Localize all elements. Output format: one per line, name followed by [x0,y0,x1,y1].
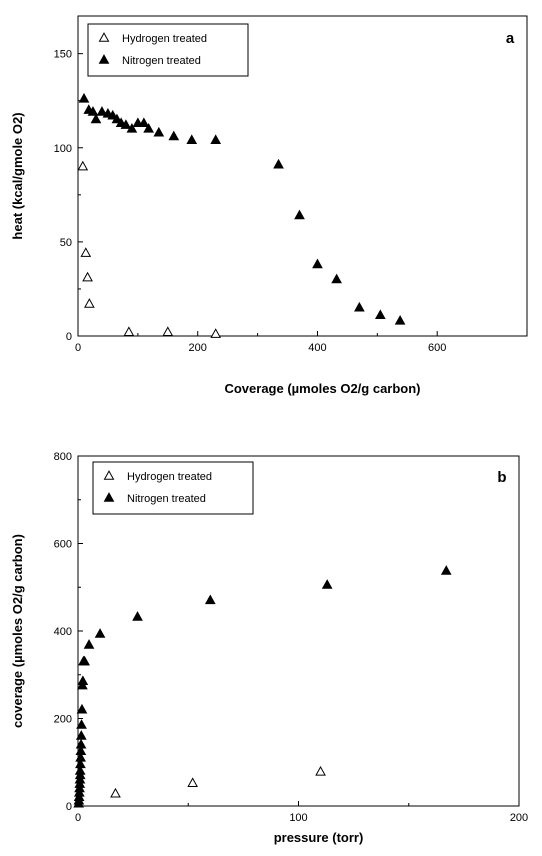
data-point-hydrogen [110,787,121,798]
plot-frame [77,15,528,337]
data-point-hydrogen [84,298,95,308]
data-point-nitrogen [186,134,198,144]
data-point-nitrogen [153,126,165,137]
y-tick-label: 50 [60,237,72,249]
x-tick-label: 0 [75,342,81,354]
y-tick-label: 0 [66,801,72,813]
data-point-hydrogen [187,777,199,787]
data-point-nitrogen [204,594,216,605]
legend-filled-triangle-icon [98,54,110,64]
data-point-nitrogen [273,158,284,169]
y-axis-title: coverage (µmoles O2/g carbon) [10,534,25,728]
x-tick-label: 600 [428,342,446,354]
data-point-nitrogen [83,639,95,649]
legend-open-triangle-icon [103,470,115,480]
data-point-hydrogen [123,326,135,336]
data-point-nitrogen [210,134,222,144]
data-point-nitrogen [75,730,87,740]
panel-label: b [497,469,506,486]
data-point-nitrogen [394,315,406,325]
chart-panel-a: 0 200 400 600 0 50 100 150 Coverage (µmoles O2/g… [10,15,528,396]
data-point-nitrogen [138,117,150,128]
data-point-nitrogen [79,655,90,666]
chart-panel-b: 0 100 200 0 200 400 600 800 pressure (torr) cover… [10,451,528,845]
x-tick-label: 200 [189,342,207,354]
x-axis-title: pressure (torr) [274,830,364,845]
data-point-hydrogen [315,765,326,776]
data-point-nitrogen [77,675,89,686]
legend-entry-label: Hydrogen treated [127,471,212,483]
x-tick-label: 200 [510,812,528,824]
data-point-nitrogen [440,565,452,575]
y-tick-label: 150 [54,49,72,61]
data-point-nitrogen [132,611,143,621]
data-point-hydrogen [77,160,89,171]
y-tick-label: 600 [54,539,72,551]
x-tick-label: 400 [308,342,326,354]
data-point-nitrogen [75,758,86,769]
data-point-nitrogen [90,113,102,124]
legend-entry-label: Hydrogen treated [122,33,207,45]
x-axis-title: Coverage (µmoles O2/g carbon) [224,381,420,396]
data-point-nitrogen [143,123,154,133]
y-tick-label: 800 [54,451,72,463]
data-point-hydrogen [82,271,93,282]
y-tick-label: 200 [54,714,72,726]
data-point-nitrogen [76,719,87,729]
data-point-nitrogen [96,106,108,116]
data-point-nitrogen [354,301,365,312]
y-tick-label: 400 [54,626,72,638]
x-tick-label: 0 [75,812,81,824]
data-point-nitrogen [312,258,323,269]
data-point-nitrogen [168,130,180,141]
data-point-hydrogen [80,247,92,257]
legend-entry-label: Nitrogen treated [127,493,206,505]
legend-open-triangle-icon [98,32,110,42]
legend-box [92,461,254,515]
data-point-nitrogen [76,703,88,714]
y-tick-label: 100 [54,143,72,155]
data-point-nitrogen [111,113,123,124]
data-point-nitrogen [75,738,87,749]
data-point-nitrogen [74,765,86,775]
data-point-nitrogen [374,309,386,320]
data-point-nitrogen [126,123,138,133]
legend-filled-triangle-icon [103,492,115,502]
data-point-nitrogen [107,109,119,120]
data-point-nitrogen [294,209,305,220]
data-point-hydrogen [210,328,222,338]
x-tick-label: 100 [289,812,307,824]
data-point-nitrogen [87,106,99,116]
data-point-nitrogen [75,751,86,762]
data-point-nitrogen [321,579,333,589]
data-point-nitrogen [75,745,87,756]
y-axis-title: heat (kcal/gmole O2) [10,112,25,239]
data-point-nitrogen [94,628,106,638]
panel-label: a [506,30,515,47]
data-point-hydrogen [162,326,174,336]
data-point-nitrogen [78,92,90,103]
legend-box [87,23,249,77]
y-tick-label: 0 [66,331,72,343]
data-point-nitrogen [331,273,342,284]
legend-entry-label: Nitrogen treated [122,55,201,67]
data-point-nitrogen [120,119,132,129]
